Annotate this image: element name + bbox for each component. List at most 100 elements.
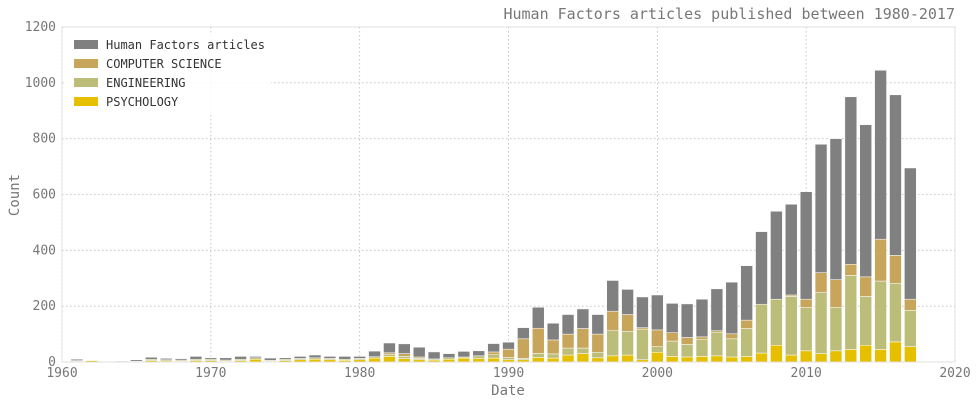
- bar-psychology-2006: [740, 356, 753, 363]
- bar-computer-science-1995: [576, 328, 590, 349]
- bar-human-factors-articles-2013: [844, 96, 858, 265]
- bar-computer-science-1997: [606, 310, 619, 331]
- bar-psychology-2010: [799, 350, 813, 363]
- bar-human-factors-articles-2006: [740, 265, 753, 321]
- y-tick-labels: 0 200 400 600 800 1000 1200: [25, 20, 56, 370]
- bar-psychology-1983: [398, 358, 411, 363]
- bar-engineering-1988: [472, 355, 485, 359]
- bar-human-factors-articles-1987: [457, 351, 471, 358]
- bar-psychology-1986: [442, 358, 456, 363]
- bar-human-factors-articles-1965: [130, 359, 143, 362]
- bar-engineering-2014: [859, 296, 872, 346]
- legend-swatch: [74, 40, 98, 49]
- bar-human-factors-articles-1986: [442, 353, 456, 359]
- bar-engineering-1999: [636, 328, 649, 361]
- bars: [70, 70, 917, 363]
- bar-human-factors-articles-2012: [829, 138, 843, 280]
- bar-human-factors-articles-1983: [398, 343, 411, 354]
- bar-psychology-2015: [874, 349, 887, 363]
- bar-human-factors-articles-1974: [264, 357, 277, 361]
- bar-computer-science-1992: [532, 327, 545, 354]
- y-tick-label: 800: [33, 132, 56, 147]
- legend: Human Factors articles COMPUTER SCIENCE EN…: [66, 33, 271, 113]
- bar-psychology-1973: [249, 358, 262, 363]
- bar-engineering-1990: [502, 357, 515, 361]
- bar-engineering-2002: [680, 344, 694, 358]
- bar-engineering-2012: [829, 307, 843, 352]
- bar-human-factors-articles-2004: [710, 288, 724, 331]
- bar-human-factors-articles-2001: [666, 303, 679, 333]
- bar-psychology-2016: [889, 341, 902, 363]
- bar-human-factors-articles-1984: [412, 346, 426, 358]
- bar-psychology-2012: [829, 350, 843, 363]
- bar-computer-science-2011: [814, 272, 828, 293]
- bar-engineering-2000: [651, 346, 664, 353]
- bar-engineering-2013: [844, 275, 858, 350]
- bar-human-factors-articles-1980: [353, 356, 366, 359]
- bar-human-factors-articles-1997: [606, 280, 619, 312]
- bar-human-factors-articles-1995: [576, 308, 590, 329]
- bar-psychology-1997: [606, 355, 619, 363]
- y-tick-label: 600: [33, 188, 56, 203]
- bar-engineering-2015: [874, 280, 887, 350]
- legend-background: [66, 33, 271, 113]
- bar-computer-science-1990: [502, 348, 515, 358]
- bar-human-factors-articles-2000: [651, 294, 664, 331]
- bar-psychology-1998: [621, 354, 634, 363]
- bar-engineering-1992: [532, 353, 545, 358]
- bar-human-factors-articles-2014: [859, 124, 872, 278]
- bar-psychology-1993: [546, 357, 560, 363]
- bar-human-factors-articles-1975: [279, 357, 292, 360]
- bar-psychology-1988: [472, 358, 485, 363]
- bar-human-factors-articles-1973: [249, 356, 262, 359]
- y-axis-label: Count: [7, 174, 23, 216]
- bar-engineering-2008: [770, 298, 783, 346]
- bar-psychology-2002: [680, 356, 694, 363]
- bar-engineering-1983: [398, 356, 411, 359]
- bar-computer-science-2016: [889, 255, 902, 284]
- bar-computer-science-2015: [874, 238, 887, 282]
- bar-psychology-2008: [770, 345, 783, 363]
- bar-human-factors-articles-2017: [904, 167, 917, 300]
- bar-psychology-1987: [457, 357, 471, 363]
- bar-human-factors-articles-1977: [308, 354, 322, 359]
- bar-human-factors-articles-1970: [204, 357, 218, 360]
- legend-swatch: [74, 78, 98, 87]
- bar-psychology-2013: [844, 349, 858, 363]
- x-tick-label: 1980: [344, 366, 375, 381]
- legend-label: ENGINEERING: [106, 76, 185, 90]
- bar-psychology-2014: [859, 345, 872, 363]
- bar-psychology-1989: [487, 357, 500, 363]
- bar-human-factors-articles-1992: [532, 307, 545, 329]
- bar-psychology-2009: [785, 354, 798, 363]
- x-tick-labels: 1960 1970 1980 1990 2000 2010 2020: [46, 366, 970, 381]
- bar-computer-science-2013: [844, 264, 858, 276]
- bar-computer-science-1989: [487, 351, 500, 355]
- bar-human-factors-articles-1979: [338, 356, 351, 360]
- bar-engineering-2005: [725, 338, 738, 358]
- bar-human-factors-articles-1998: [621, 289, 634, 315]
- bar-human-factors-articles-1990: [502, 341, 515, 350]
- bar-human-factors-articles-2007: [755, 231, 768, 305]
- bar-computer-science-2006: [740, 319, 753, 329]
- bar-human-factors-articles-1961: [70, 358, 84, 361]
- bar-psychology-1996: [591, 357, 605, 363]
- bar-human-factors-articles-1966: [145, 357, 158, 360]
- bar-human-factors-articles-2005: [725, 281, 738, 335]
- bar-human-factors-articles-1967: [159, 358, 173, 361]
- y-tick-label: 400: [33, 243, 56, 258]
- bar-human-factors-articles-1991: [517, 327, 530, 340]
- bar-human-factors-articles-1985: [427, 351, 441, 360]
- chart-title: Human Factors articles published between…: [503, 5, 955, 23]
- bar-engineering-1996: [591, 351, 605, 359]
- legend-label: PSYCHOLOGY: [106, 95, 179, 109]
- x-tick-label: 2020: [939, 366, 970, 381]
- bar-psychology-2004: [710, 355, 724, 363]
- bar-computer-science-1983: [398, 353, 411, 357]
- bar-engineering-1993: [546, 353, 560, 359]
- legend-swatch: [74, 59, 98, 68]
- bar-psychology-2007: [755, 352, 768, 363]
- bar-psychology-2001: [666, 356, 679, 363]
- bar-human-factors-articles-1976: [293, 356, 307, 359]
